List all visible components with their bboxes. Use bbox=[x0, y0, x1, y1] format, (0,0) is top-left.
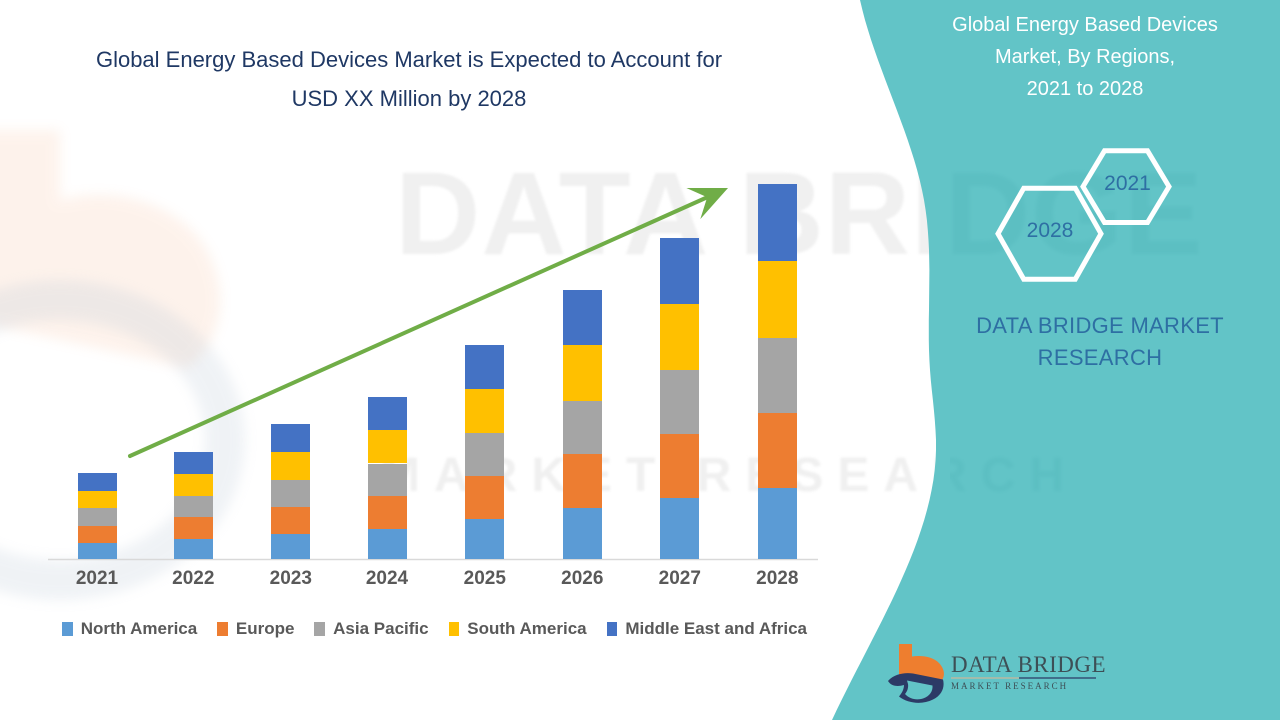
svg-text:MARKET RESEARCH: MARKET RESEARCH bbox=[951, 681, 1068, 691]
svg-text:DATA BRIDGE: DATA BRIDGE bbox=[951, 652, 1106, 677]
